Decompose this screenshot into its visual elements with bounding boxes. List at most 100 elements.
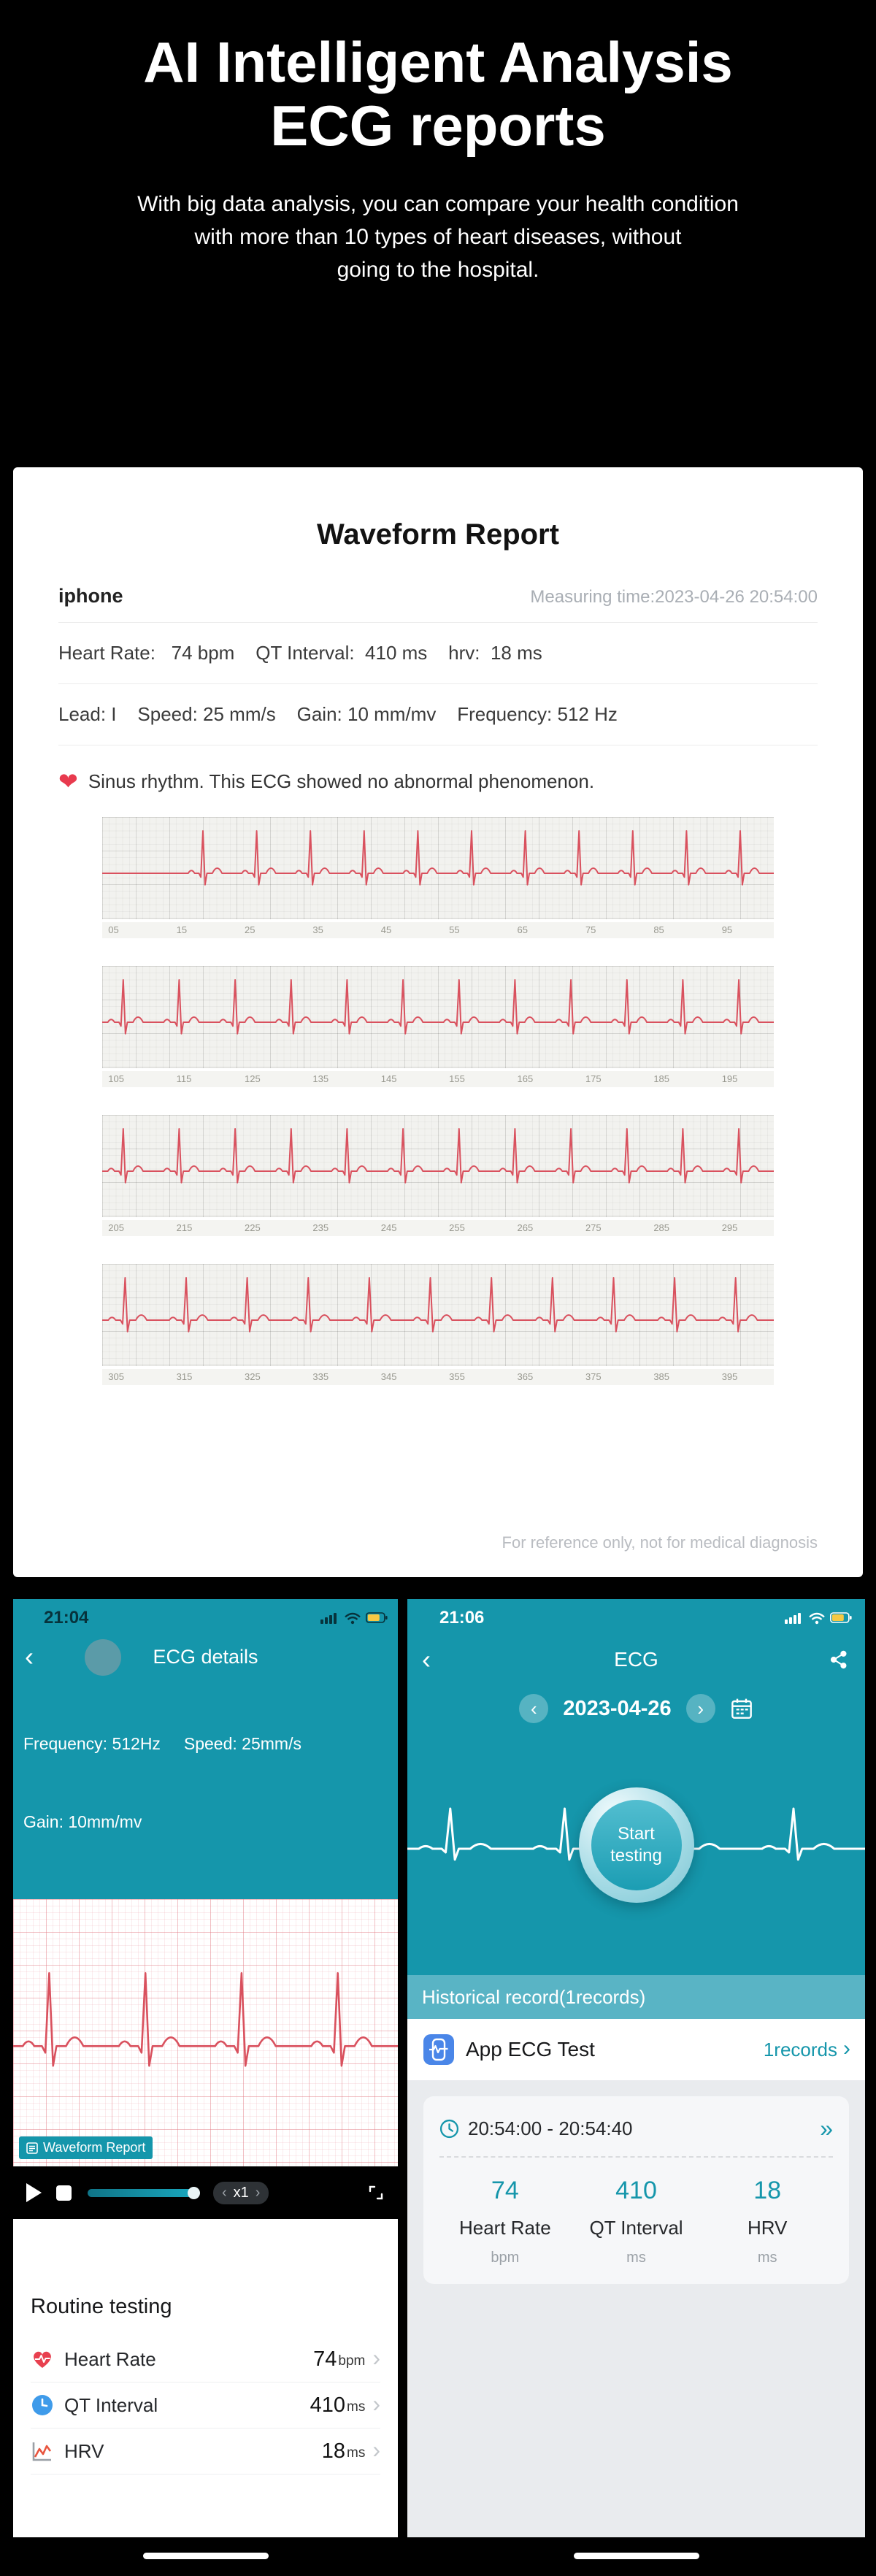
- strip-tick-label: 365: [517, 1371, 534, 1382]
- qt-interval-unit: ms: [347, 2399, 366, 2415]
- speed-prev-icon[interactable]: ‹: [222, 2184, 227, 2201]
- strip-tick-label: 275: [585, 1222, 602, 1233]
- right-phone-header: 21:06 ‹ ECG ‹ 2023-04-26 › Start testing: [407, 1599, 865, 1975]
- status-icon-group: [785, 1611, 852, 1625]
- qt-interval-row[interactable]: QT Interval 410 ms ›: [31, 2383, 380, 2429]
- hrv-row[interactable]: HRV 18 ms ›: [31, 2429, 380, 2475]
- date-prev-button[interactable]: ‹: [519, 1694, 549, 1723]
- strip-tick-label: 125: [245, 1073, 261, 1084]
- metric-value: 18: [753, 2177, 782, 2204]
- strip-tick-label: 225: [245, 1222, 261, 1233]
- metric-unit: ms: [757, 2250, 777, 2266]
- metric-unit: bpm: [491, 2250, 520, 2266]
- strip-tick-label: 35: [312, 924, 323, 935]
- speed-selector[interactable]: ‹ x1 ›: [213, 2181, 269, 2204]
- wifi-icon: [809, 1612, 825, 1624]
- strip-tick-label: 345: [380, 1371, 397, 1382]
- report-icon: [26, 2142, 38, 2154]
- heart-rate-unit: bpm: [338, 2353, 366, 2369]
- stop-button[interactable]: [56, 2185, 72, 2201]
- strip-tick-label: 155: [449, 1073, 465, 1084]
- battery-icon: [830, 1612, 852, 1623]
- waveform-report-badge[interactable]: Waveform Report: [19, 2136, 153, 2160]
- metric-label: QT Interval: [589, 2217, 683, 2239]
- chevron-right-icon[interactable]: ›: [372, 2391, 380, 2418]
- historical-record-label: Historical record(1records): [422, 1985, 646, 2008]
- speed-next-icon[interactable]: ›: [255, 2184, 261, 2201]
- hrv-unit: ms: [347, 2445, 366, 2461]
- strip-tick-label: 245: [380, 1222, 397, 1233]
- ecg-detail-chart: Waveform Report: [13, 1899, 398, 2167]
- diagnosis-text: Sinus rhythm. This ECG showed no abnorma…: [88, 770, 595, 792]
- strip-tick-label: 165: [517, 1073, 534, 1084]
- ecg-waveform: [102, 1277, 774, 1333]
- metric-label: Heart Rate: [458, 2217, 551, 2239]
- strip-tick-label: 175: [585, 1073, 602, 1084]
- strip-tick-label: 95: [721, 924, 733, 935]
- strip-tick-label: 115: [176, 1073, 192, 1084]
- strip-tick-label: 255: [449, 1222, 465, 1233]
- speed-value: x1: [233, 2184, 249, 2201]
- slider-knob[interactable]: [188, 2186, 200, 2199]
- calendar-icon[interactable]: [730, 1697, 753, 1720]
- battery-icon: [366, 1612, 388, 1623]
- home-indicator[interactable]: [143, 2553, 269, 2559]
- strip-tick-label: 195: [721, 1073, 738, 1084]
- tap-indicator: [85, 1639, 121, 1676]
- ecg-strip-axis: 305 315 325 335 345 355 365 375 385 395: [102, 1369, 774, 1385]
- chevron-right-icon[interactable]: ›: [372, 2345, 380, 2372]
- ecg-waveform: [102, 830, 774, 886]
- strip-tick-label: 75: [585, 924, 596, 935]
- wifi-icon: [345, 1612, 361, 1624]
- left-phone-header: 21:04 ‹ ECG details Frequency: 512Hz Spe…: [13, 1599, 398, 1900]
- ecg-strip-2: 105 115 125 135 145 155 165 175 185 195: [102, 966, 774, 1087]
- report-title: Waveform Report: [317, 518, 559, 551]
- record-card[interactable]: 20:54:00 - 20:54:40 » 74 Heart Rate bpm …: [423, 2096, 849, 2284]
- expand-record-icon[interactable]: »: [820, 2115, 833, 2142]
- ecg-waveform: [13, 1972, 398, 2067]
- qt-interval-value: 410: [310, 2393, 346, 2417]
- strip-tick-label: 335: [312, 1371, 329, 1382]
- clock-icon: [439, 2119, 459, 2138]
- ecg-strip-grid: [102, 966, 774, 1068]
- device-name: iphone: [58, 585, 123, 607]
- home-indicator[interactable]: [574, 2553, 699, 2559]
- ecg-strip-1: 05 15 25 35 45 55 65 75 85 95: [102, 817, 774, 938]
- report-disclaimer: For reference only, not for medical diag…: [502, 1533, 818, 1552]
- left-nav-title: ECG details: [153, 1646, 258, 1668]
- chevron-right-icon[interactable]: ›: [843, 2036, 850, 2061]
- left-phone-body: Routine testing Heart Rate 74 bpm › QT I…: [13, 2295, 398, 2537]
- strip-tick-label: 295: [721, 1222, 738, 1233]
- hrv-icon: [32, 2442, 52, 2461]
- qt-interval-icon: [32, 2395, 53, 2416]
- strip-tick-label: 395: [721, 1371, 738, 1382]
- ecg-waveform: [102, 1128, 774, 1184]
- status-time: 21:06: [439, 1608, 485, 1628]
- back-icon[interactable]: ‹: [25, 1641, 34, 1671]
- date-selector: ‹ 2023-04-26 ›: [407, 1682, 865, 1735]
- date-next-button[interactable]: ›: [685, 1694, 715, 1723]
- heart-rate-row[interactable]: Heart Rate 74 bpm ›: [31, 2337, 380, 2383]
- start-testing-inner[interactable]: Start testing: [591, 1800, 682, 1891]
- ecg-params-line2: Gain: 10mm/mv: [23, 1812, 142, 1832]
- waveform-report-card: Waveform Report iphone Measuring time:20…: [13, 467, 863, 1577]
- share-icon[interactable]: [829, 1649, 849, 1670]
- heart-rate-value: 74: [313, 2347, 337, 2371]
- left-status-bar: 21:04: [13, 1599, 398, 1637]
- hero-subtitle-line1: With big data analysis, you can compare …: [137, 191, 739, 216]
- fullscreen-icon[interactable]: [367, 2184, 385, 2201]
- play-button[interactable]: [26, 2183, 42, 2203]
- heart-rate-icon: [34, 2351, 51, 2369]
- qt-interval-value-group: 410 ms ›: [310, 2391, 380, 2418]
- app-ecg-test-row[interactable]: App ECG Test 1records ›: [407, 2019, 865, 2080]
- playback-slider[interactable]: [88, 2186, 200, 2199]
- start-testing-button[interactable]: Start testing: [578, 1787, 694, 1904]
- heart-rate-label: Heart Rate: [64, 2347, 156, 2370]
- measuring-time: Measuring time:2023-04-26 20:54:00: [530, 587, 818, 607]
- strip-tick-label: 105: [108, 1073, 124, 1084]
- record-card-header: 20:54:00 - 20:54:40 »: [439, 2114, 833, 2143]
- chevron-right-icon[interactable]: ›: [372, 2437, 380, 2464]
- hero-title-line2: ECG reports: [270, 93, 606, 158]
- historical-record-bar: Historical record(1records): [407, 1975, 865, 2019]
- back-icon[interactable]: ‹: [422, 1644, 431, 1674]
